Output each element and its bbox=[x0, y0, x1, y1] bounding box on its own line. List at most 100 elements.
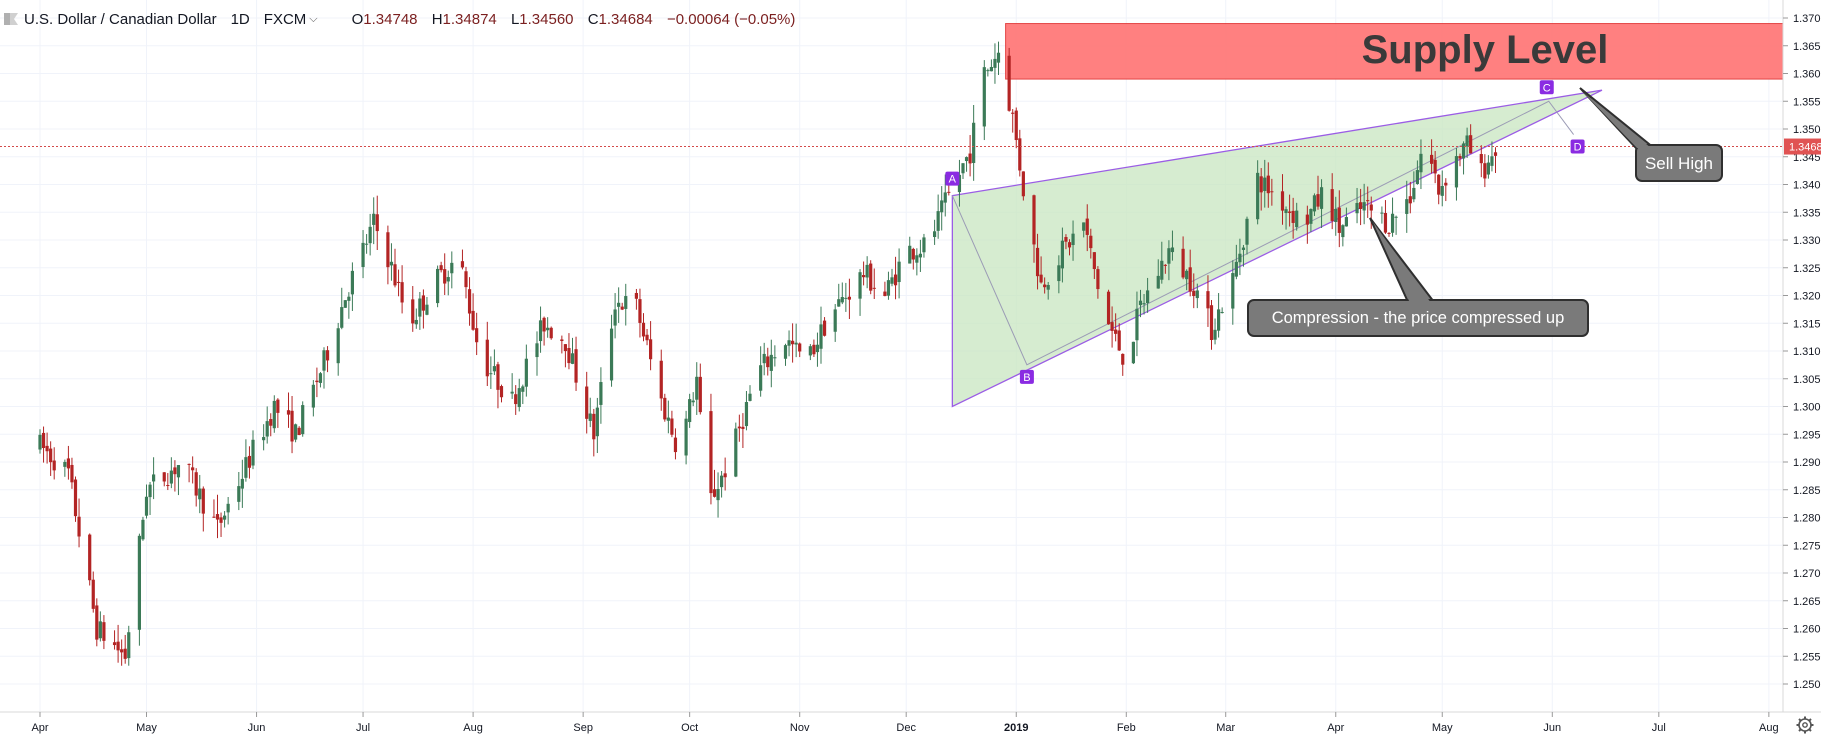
wedge-pattern[interactable] bbox=[951, 89, 1603, 408]
candle-body bbox=[365, 243, 369, 245]
candle-body bbox=[599, 382, 603, 405]
y-tick-label: 1.28000 bbox=[1793, 513, 1821, 525]
y-tick-label: 1.36000 bbox=[1793, 69, 1821, 81]
candle-body bbox=[1270, 191, 1274, 193]
candle-body bbox=[191, 467, 195, 471]
candle-body bbox=[936, 211, 940, 231]
candle-body bbox=[276, 399, 280, 413]
candle-body bbox=[844, 297, 848, 299]
candle-body bbox=[112, 642, 117, 646]
candle-body bbox=[922, 237, 926, 253]
time-axis[interactable]: Apr May Jun Jul Aug Sep Oct Nov Dec 2019 Feb Mar Apr… bbox=[0, 711, 1821, 734]
candle-body bbox=[514, 394, 518, 405]
candle-body bbox=[613, 309, 617, 326]
x-tick-label: Jun bbox=[248, 722, 266, 734]
candle-body bbox=[1259, 176, 1263, 193]
candle-body bbox=[187, 463, 191, 465]
candle-body bbox=[897, 261, 901, 283]
candle-body bbox=[301, 405, 305, 435]
exchange[interactable]: FXCM bbox=[263, 10, 307, 28]
candle-body bbox=[1170, 247, 1175, 253]
candle-body bbox=[783, 345, 788, 359]
candle-body bbox=[510, 391, 514, 394]
compression-callout[interactable]: Compression - the price compressed up bbox=[1247, 217, 1589, 337]
candle-body bbox=[350, 270, 354, 295]
candle-body bbox=[1245, 218, 1249, 245]
x-tick-label: May bbox=[1432, 722, 1453, 734]
candle-body bbox=[499, 386, 504, 398]
candle-body bbox=[1167, 248, 1171, 264]
interval[interactable]: 1D bbox=[230, 10, 250, 28]
candle-body bbox=[272, 400, 276, 429]
candle-body bbox=[343, 300, 347, 308]
candle-body bbox=[847, 296, 851, 300]
x-tick-label: Jun bbox=[1543, 722, 1561, 734]
change-value: −0.00064 (−0.05%) bbox=[666, 10, 796, 28]
candle-body bbox=[1043, 284, 1047, 288]
candle-body bbox=[822, 320, 827, 336]
chevron-down-icon[interactable]: ⌵ bbox=[309, 12, 318, 25]
candle-body bbox=[567, 348, 571, 364]
candle-body bbox=[141, 519, 145, 540]
candle-body bbox=[162, 472, 166, 482]
candle-body bbox=[322, 350, 326, 371]
candle-body bbox=[347, 296, 351, 301]
candle-body bbox=[1291, 210, 1295, 223]
candle-body bbox=[659, 360, 663, 399]
y-tick-label: 1.25500 bbox=[1793, 651, 1821, 663]
sell-high-callout[interactable]: Sell High bbox=[1579, 87, 1723, 182]
candle-body bbox=[688, 399, 692, 423]
y-tick-label: 1.27500 bbox=[1793, 540, 1821, 552]
x-tick-label: 2019 bbox=[1004, 722, 1028, 734]
candle-body bbox=[286, 410, 291, 415]
candle-body bbox=[38, 434, 42, 450]
x-tick-label: Jul bbox=[1652, 722, 1666, 734]
candle-body bbox=[549, 327, 553, 339]
candle-body bbox=[226, 503, 230, 513]
candle-body bbox=[666, 417, 670, 421]
candle-body bbox=[137, 535, 141, 630]
candle-body bbox=[102, 622, 106, 641]
candle-body bbox=[467, 289, 472, 314]
candle-body bbox=[315, 380, 319, 383]
candle-body bbox=[766, 356, 770, 368]
candle-body bbox=[219, 517, 223, 523]
candle-body bbox=[166, 485, 170, 487]
high-value: 1.34874 bbox=[442, 10, 497, 28]
candle-body bbox=[1138, 300, 1143, 306]
y-tick-label: 1.35500 bbox=[1793, 96, 1821, 108]
candle-body bbox=[1014, 110, 1018, 141]
candle-body bbox=[372, 213, 376, 225]
candle-body bbox=[421, 295, 425, 311]
y-tick-label: 1.34500 bbox=[1793, 152, 1821, 164]
candle-body bbox=[45, 445, 49, 452]
point-marker bbox=[1570, 139, 1585, 154]
candle-body bbox=[215, 514, 220, 520]
candle-body bbox=[311, 384, 315, 408]
candle-body bbox=[98, 621, 102, 639]
y-tick-label: 1.25000 bbox=[1793, 679, 1821, 691]
point-marker bbox=[1019, 369, 1034, 384]
candle-body bbox=[961, 163, 965, 174]
candle-body bbox=[1021, 171, 1025, 197]
candle-body bbox=[943, 192, 947, 203]
candle-body bbox=[840, 297, 844, 303]
gear-icon[interactable] bbox=[1795, 715, 1815, 735]
candle-body bbox=[212, 516, 216, 518]
candle-body bbox=[439, 265, 443, 271]
supply-zone[interactable] bbox=[1005, 23, 1784, 80]
symbol-name[interactable]: U.S. Dollar / Canadian Dollar bbox=[24, 10, 217, 28]
candle-body bbox=[240, 478, 244, 489]
candle-body bbox=[588, 413, 592, 421]
price-axis[interactable]: 1.37000 1.36500 1.36000 1.35500 1.35000 1.345… bbox=[1782, 0, 1821, 712]
candle-body bbox=[489, 373, 493, 375]
y-tick-label: 1.35000 bbox=[1793, 124, 1821, 136]
candle-body bbox=[1220, 312, 1224, 314]
candle-body bbox=[762, 353, 766, 364]
candle-body bbox=[570, 353, 575, 364]
candle-body bbox=[1309, 209, 1313, 224]
candle-body bbox=[1383, 212, 1388, 233]
candle-body bbox=[1092, 252, 1096, 270]
candle-body bbox=[609, 328, 614, 381]
